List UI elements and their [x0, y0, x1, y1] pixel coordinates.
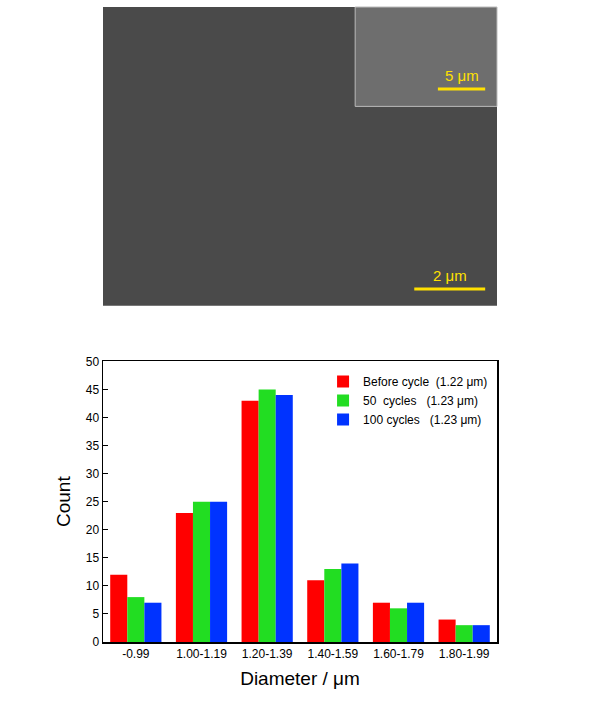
- svg-text:15: 15: [86, 551, 100, 565]
- svg-text:1.40-1.59: 1.40-1.59: [307, 647, 358, 661]
- svg-text:45: 45: [86, 383, 100, 397]
- svg-text:30: 30: [86, 467, 100, 481]
- svg-text:10: 10: [86, 579, 100, 593]
- svg-text:50: 50: [86, 355, 100, 369]
- svg-text:1.20-1.39: 1.20-1.39: [242, 647, 293, 661]
- svg-text:1.80-1.99: 1.80-1.99: [439, 647, 490, 661]
- svg-text:5 μm: 5 μm: [445, 67, 479, 84]
- svg-text:-0.99: -0.99: [122, 647, 150, 661]
- svg-text:20: 20: [86, 523, 100, 537]
- svg-text:1.00-1.19: 1.00-1.19: [176, 647, 227, 661]
- svg-text:40: 40: [86, 411, 100, 425]
- svg-text:Count: Count: [53, 476, 74, 527]
- svg-text:35: 35: [86, 439, 100, 453]
- svg-text:Diameter / μm: Diameter / μm: [240, 668, 360, 689]
- svg-text:Before cycle (1.22 μm): Before cycle (1.22 μm): [363, 375, 487, 389]
- svg-text:5: 5: [92, 607, 99, 621]
- svg-text:25: 25: [86, 495, 100, 509]
- svg-text:100 cycles (1.23 μm): 100 cycles (1.23 μm): [363, 413, 481, 427]
- svg-text:2 μm: 2 μm: [433, 267, 467, 284]
- svg-text:1.60-1.79: 1.60-1.79: [373, 647, 424, 661]
- svg-text:0: 0: [92, 635, 99, 649]
- svg-text:50 cycles (1.23 μm): 50 cycles (1.23 μm): [363, 394, 478, 408]
